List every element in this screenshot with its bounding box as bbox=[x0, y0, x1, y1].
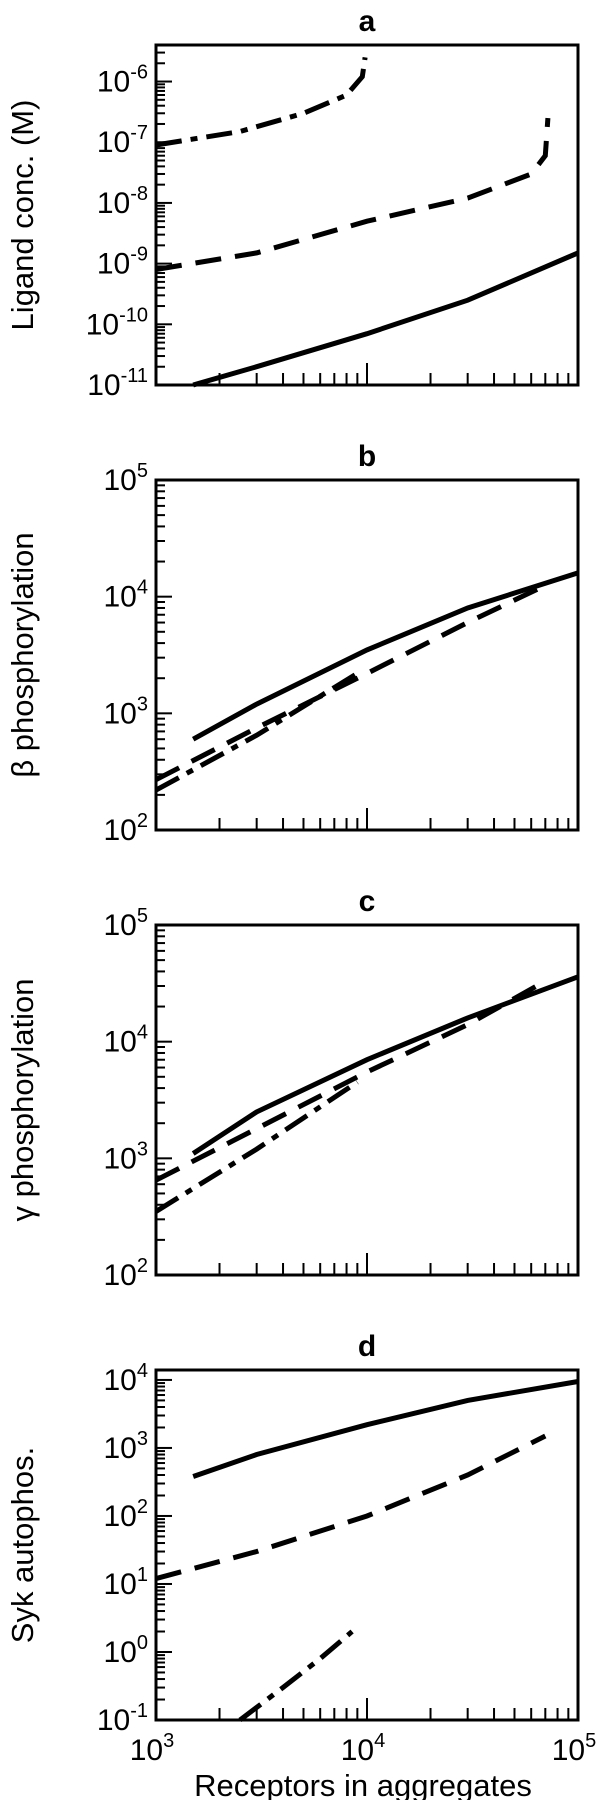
series-line-dashdot bbox=[154, 1080, 359, 1214]
y-tick-label: 102 bbox=[104, 1255, 149, 1292]
y-axis-label: Syk autophos. bbox=[5, 1447, 40, 1643]
panel-letter: b bbox=[358, 440, 376, 473]
panel-letter: d bbox=[358, 1330, 376, 1363]
series-line-solid bbox=[191, 570, 579, 742]
series-line-dashed bbox=[154, 979, 547, 1183]
y-tick-label: 103 bbox=[104, 1428, 149, 1465]
y-tick-label: 103 bbox=[104, 1138, 149, 1175]
y-tick-label: 10-9 bbox=[97, 244, 148, 281]
panel-letter: a bbox=[359, 5, 376, 38]
panel-a: a 10-11 10-10 10-9 10-8 10-7 10-6 Ligand conc. … bbox=[5, 5, 580, 402]
series-line-dashed bbox=[155, 117, 551, 272]
panel-b: b 102 103 104 105 β phosphorylation bbox=[5, 440, 580, 847]
series-line-dashdot bbox=[154, 671, 359, 793]
panel-c: c 102 103 104 105 γ phosphorylation bbox=[5, 885, 580, 1292]
y-axis-label: β phosphorylation bbox=[5, 532, 40, 777]
plot-frame bbox=[154, 923, 580, 1277]
x-tick-label: 105 bbox=[552, 1730, 597, 1767]
series-line-solid bbox=[192, 250, 579, 388]
x-tick-label: 103 bbox=[130, 1730, 175, 1767]
y-tick-label: 10-8 bbox=[97, 183, 148, 220]
series-line-solid bbox=[192, 1379, 579, 1479]
plot-frame bbox=[154, 478, 580, 832]
panel-d: d 10-1 100 101 102 103 104 Syk autophos. 103 104 1… bbox=[5, 1330, 596, 1800]
y-tick-label: 104 bbox=[104, 577, 149, 614]
y-tick-label: 103 bbox=[104, 693, 149, 730]
series-line-dashdot bbox=[238, 1629, 354, 1722]
y-tick-label: 101 bbox=[104, 1564, 149, 1601]
y-tick-label: 104 bbox=[104, 1022, 149, 1059]
y-axis-label: Ligand conc. (M) bbox=[5, 100, 40, 331]
y-tick-label: 10-11 bbox=[87, 365, 148, 402]
y-tick-label: 10-10 bbox=[86, 304, 148, 341]
y-tick-label: 105 bbox=[104, 460, 149, 497]
y-tick-label: 10-6 bbox=[97, 62, 148, 99]
x-tick-label: 104 bbox=[341, 1730, 386, 1767]
series-line-dashed bbox=[155, 1433, 547, 1582]
y-tick-label: 105 bbox=[104, 905, 149, 942]
series-line-dashdot bbox=[155, 57, 368, 148]
x-axis-label: Receptors in aggregates bbox=[194, 1768, 532, 1800]
y-tick-label: 10-1 bbox=[97, 1700, 148, 1737]
y-tick-label: 102 bbox=[104, 1496, 149, 1533]
y-tick-label: 102 bbox=[104, 810, 149, 847]
y-tick-label: 104 bbox=[104, 1360, 149, 1397]
series-line-solid bbox=[191, 974, 579, 1156]
series-line-dashed bbox=[154, 583, 547, 782]
panel-letter: c bbox=[359, 885, 376, 918]
y-tick-label: 100 bbox=[104, 1632, 149, 1669]
y-tick-label: 10-7 bbox=[97, 122, 148, 159]
y-axis-label: γ phosphorylation bbox=[5, 979, 40, 1222]
